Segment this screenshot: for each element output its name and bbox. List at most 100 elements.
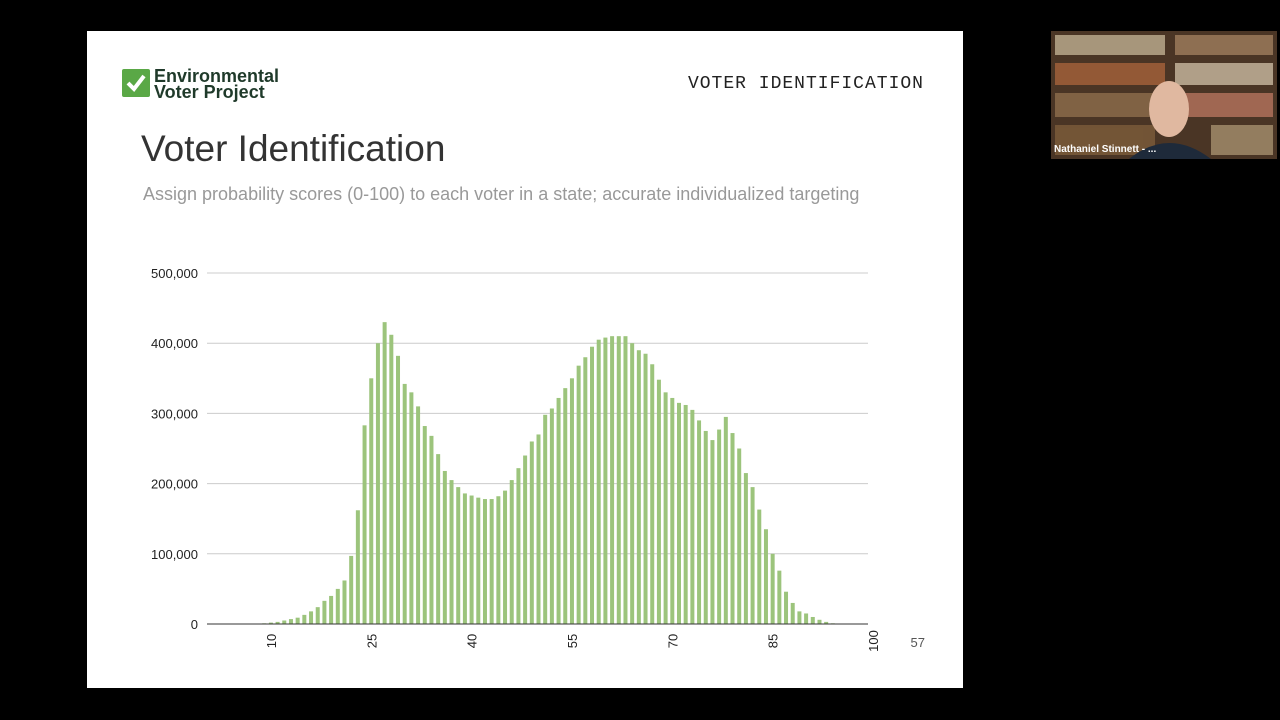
logo-text: Voter Project bbox=[154, 82, 265, 102]
bar bbox=[797, 611, 802, 624]
bar bbox=[309, 611, 314, 624]
bar bbox=[824, 621, 829, 624]
bar bbox=[509, 480, 514, 624]
bar bbox=[676, 402, 681, 624]
y-tick-label: 500,000 bbox=[151, 266, 198, 281]
bar bbox=[288, 619, 293, 624]
bar bbox=[422, 426, 427, 624]
bar bbox=[275, 621, 280, 624]
x-tick-label: 70 bbox=[665, 634, 680, 648]
logo-text: Environmental bbox=[154, 66, 279, 86]
bar bbox=[616, 336, 621, 624]
bar bbox=[409, 392, 414, 624]
y-tick-label: 100,000 bbox=[151, 547, 198, 562]
bar bbox=[596, 339, 601, 624]
person-head bbox=[1149, 81, 1189, 137]
bar bbox=[763, 529, 768, 624]
bar bbox=[723, 416, 728, 624]
bar bbox=[697, 420, 702, 624]
bar bbox=[523, 455, 528, 624]
bar bbox=[462, 493, 467, 624]
x-tick-label: 85 bbox=[766, 634, 781, 648]
bar bbox=[630, 343, 635, 624]
bar bbox=[329, 595, 334, 624]
bar bbox=[757, 509, 762, 624]
bar bbox=[583, 357, 588, 624]
bar bbox=[777, 570, 782, 624]
bar bbox=[503, 490, 508, 624]
bar bbox=[730, 433, 735, 624]
slide: Environmental Voter Project VOTER IDENTIFI… bbox=[87, 31, 963, 688]
bar bbox=[375, 343, 380, 624]
bar bbox=[650, 364, 655, 624]
bar bbox=[355, 510, 360, 624]
bar bbox=[610, 336, 615, 624]
bar bbox=[549, 408, 554, 624]
bar bbox=[402, 383, 407, 624]
participant-name: Nathaniel Stinnett - ... bbox=[1054, 144, 1156, 155]
bar bbox=[389, 334, 394, 624]
bar bbox=[382, 322, 387, 624]
bar bbox=[482, 499, 487, 624]
bar bbox=[362, 425, 367, 624]
bar bbox=[636, 350, 641, 624]
slide-title: Voter Identification bbox=[141, 128, 445, 169]
bar bbox=[556, 397, 561, 624]
bar bbox=[717, 429, 722, 624]
bar bbox=[683, 404, 688, 624]
x-tick-label: 100 bbox=[866, 630, 881, 652]
bar bbox=[750, 487, 755, 624]
y-tick-label: 400,000 bbox=[151, 336, 198, 351]
y-tick-label: 0 bbox=[191, 617, 198, 632]
bar bbox=[456, 487, 461, 624]
y-tick-label: 200,000 bbox=[151, 477, 198, 492]
bar bbox=[489, 499, 494, 624]
bar bbox=[656, 379, 661, 624]
bar bbox=[670, 397, 675, 624]
bar bbox=[369, 378, 374, 624]
person-body bbox=[1129, 143, 1211, 159]
bar bbox=[743, 473, 748, 624]
bar bbox=[349, 555, 354, 624]
participant-video[interactable]: Nathaniel Stinnett - ... bbox=[1051, 31, 1277, 159]
bar bbox=[543, 414, 548, 624]
bar bbox=[496, 496, 501, 624]
bar bbox=[790, 602, 795, 624]
bar bbox=[449, 480, 454, 624]
bar bbox=[643, 353, 648, 624]
bar bbox=[603, 337, 608, 624]
x-tick-label: 55 bbox=[565, 634, 580, 648]
bar bbox=[804, 613, 809, 624]
bar bbox=[703, 430, 708, 624]
bar bbox=[817, 619, 822, 624]
bar bbox=[663, 392, 668, 624]
bar bbox=[737, 448, 742, 624]
x-tick-label: 25 bbox=[364, 634, 379, 648]
bar bbox=[529, 441, 534, 624]
bar bbox=[396, 355, 401, 624]
bar bbox=[623, 336, 628, 624]
logo-check bbox=[126, 74, 146, 93]
y-tick-label: 300,000 bbox=[151, 406, 198, 421]
bar bbox=[784, 591, 789, 624]
page-number: 57 bbox=[911, 635, 925, 650]
bar bbox=[536, 434, 541, 624]
bar bbox=[342, 580, 347, 624]
bar bbox=[569, 378, 574, 624]
bar bbox=[516, 468, 521, 624]
bar bbox=[710, 440, 715, 624]
bar bbox=[295, 617, 300, 624]
bar bbox=[322, 600, 327, 624]
bar bbox=[442, 470, 447, 624]
bar bbox=[770, 553, 775, 624]
bar bbox=[416, 406, 421, 624]
logo-check-box bbox=[122, 69, 150, 97]
bar bbox=[429, 435, 434, 624]
bar bbox=[335, 588, 340, 624]
bar bbox=[268, 622, 273, 624]
bar bbox=[436, 454, 441, 624]
bar bbox=[282, 620, 287, 624]
x-tick-label: 10 bbox=[264, 634, 279, 648]
